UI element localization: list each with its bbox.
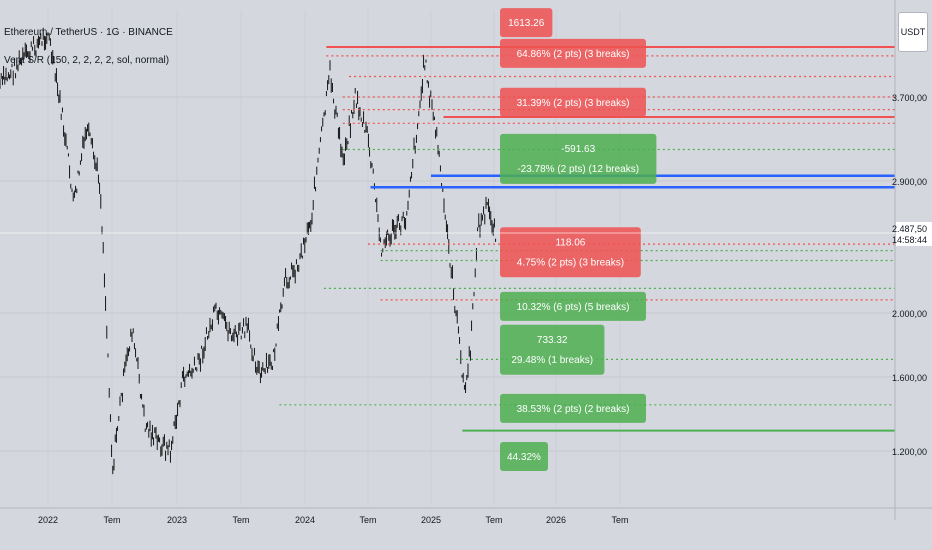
- current-price-badge: [896, 222, 932, 246]
- resistance-label-text: 64.86% (2 pts) (3 breaks): [517, 49, 630, 60]
- indicator-legend[interactable]: Vera S/R (150, 2, 2, 2, 2, sol, normal): [4, 55, 170, 66]
- support-label-box[interactable]: [500, 133, 657, 184]
- x-tick-label: Tem: [103, 515, 120, 525]
- support-label-text: 10.32% (6 pts) (5 breaks): [517, 302, 630, 313]
- x-tick-label: Tem: [611, 515, 628, 525]
- support-label-text: 38.53% (2 pts) (2 breaks): [517, 404, 630, 415]
- current-price-value: 2.487,50: [892, 224, 927, 234]
- x-tick-label: Tem: [485, 515, 502, 525]
- resistance-label-text: 118.06: [555, 237, 585, 248]
- currency-badge[interactable]: USDT: [898, 12, 928, 52]
- resistance-label-box[interactable]: [500, 227, 641, 278]
- support-label-text: -23.78% (2 pts) (12 breaks): [517, 164, 639, 175]
- y-tick-label: 2.000,00: [892, 309, 927, 319]
- support-label-box[interactable]: [500, 324, 605, 375]
- resistance-label-text: 31.39% (2 pts) (3 breaks): [517, 98, 630, 109]
- support-label-text: -591.63: [561, 144, 595, 155]
- symbol-title: Ethereum / TetherUS · 1G · BINANCE: [4, 27, 173, 38]
- countdown-value: 14:58:44: [892, 235, 927, 245]
- x-tick-label: 2024: [295, 515, 315, 525]
- resistance-label-text: 4.75% (2 pts) (3 breaks): [517, 257, 624, 268]
- x-tick-label: 2023: [167, 515, 187, 525]
- resistance-label-box[interactable]: [500, 8, 553, 38]
- y-tick-label: 2.900,00: [892, 177, 927, 187]
- support-label-text: 29.48% (1 breaks): [511, 355, 593, 366]
- y-tick-label: 1.200,00: [892, 447, 927, 457]
- resistance-label-box[interactable]: [500, 38, 646, 68]
- x-tick-label: 2026: [546, 515, 566, 525]
- x-tick-label: 2025: [421, 515, 441, 525]
- x-tick-label: 2022: [38, 515, 58, 525]
- y-tick-label: 3.700,00: [892, 93, 927, 103]
- y-tick-label: 1.600,00: [892, 373, 927, 383]
- resistance-label-box[interactable]: [500, 87, 646, 117]
- x-tick-label: Tem: [359, 515, 376, 525]
- price-axis-bg: [895, 0, 932, 550]
- support-label-text: 733.32: [537, 335, 568, 346]
- resistance-label-text: 1613.26: [508, 18, 545, 29]
- x-tick-label: Tem: [232, 515, 249, 525]
- support-label-text: 44.32%: [507, 452, 541, 463]
- support-label-box[interactable]: [500, 442, 548, 471]
- support-label-box[interactable]: [500, 393, 646, 423]
- support-label-box[interactable]: [500, 291, 646, 321]
